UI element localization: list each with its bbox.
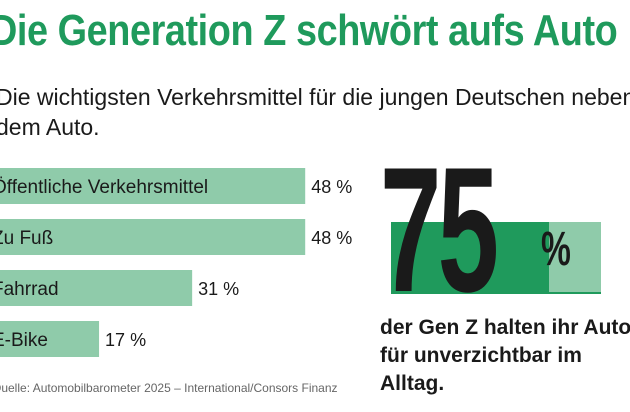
bar-value-label-1: 48 %	[311, 228, 352, 248]
bar-category-label-1: Zu Fuß	[0, 228, 53, 249]
bar-0	[0, 168, 306, 204]
source-note: Quelle: Automobilbarometer 2025 – Intern…	[0, 381, 338, 395]
bar-value-label-2: 31 %	[198, 279, 239, 299]
bar-1	[0, 219, 306, 255]
highlight-number: 75	[380, 130, 499, 329]
highlight-caption: der Gen Z halten ihr Auto für unverzicht…	[380, 316, 630, 395]
chart-subtitle: Die wichtigsten Verkehrsmittel für die j…	[0, 84, 630, 140]
highlight-gauge-fill	[391, 222, 549, 294]
bar-3	[0, 321, 100, 357]
bar-category-label-2: Fahrrad	[0, 279, 59, 300]
bar-value-label-3: 17 %	[105, 330, 146, 350]
highlight-gauge-baseline	[391, 292, 601, 294]
chart-title: Die Generation Z schwört aufs Auto	[0, 6, 618, 55]
bar-2	[0, 270, 193, 306]
bar-category-label-3: E-Bike	[0, 330, 48, 351]
bar-value-label-0: 48 %	[311, 177, 352, 197]
highlight-percent-sign: %	[541, 223, 571, 276]
bar-category-label-0: Öffentliche Verkehrsmittel	[0, 177, 208, 198]
